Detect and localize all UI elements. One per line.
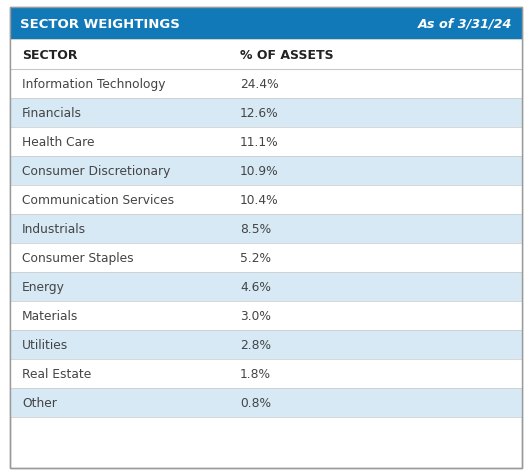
Text: 3.0%: 3.0% — [240, 309, 271, 322]
Text: SECTOR: SECTOR — [22, 49, 78, 61]
Text: Health Care: Health Care — [22, 136, 95, 149]
Text: SECTOR WEIGHTINGS: SECTOR WEIGHTINGS — [20, 18, 180, 30]
Bar — [10, 359, 522, 388]
Bar — [10, 40, 522, 70]
Bar — [10, 157, 522, 186]
Text: 10.4%: 10.4% — [240, 194, 279, 207]
Text: Utilities: Utilities — [22, 338, 68, 351]
Text: As of 3/31/24: As of 3/31/24 — [418, 18, 512, 30]
Text: 10.9%: 10.9% — [240, 165, 279, 178]
Bar — [10, 186, 522, 215]
Text: Real Estate: Real Estate — [22, 367, 92, 380]
Bar — [10, 244, 522, 272]
Text: 24.4%: 24.4% — [240, 78, 279, 91]
Text: Financials: Financials — [22, 107, 82, 120]
Bar — [10, 301, 522, 330]
Text: 12.6%: 12.6% — [240, 107, 279, 120]
Bar — [10, 70, 522, 99]
Text: Other: Other — [22, 396, 57, 409]
Text: 1.8%: 1.8% — [240, 367, 271, 380]
Text: 2.8%: 2.8% — [240, 338, 271, 351]
Bar — [10, 8, 522, 40]
Text: Materials: Materials — [22, 309, 78, 322]
Text: Consumer Staples: Consumer Staples — [22, 251, 134, 265]
Bar — [10, 215, 522, 244]
Bar — [10, 99, 522, 128]
Text: % OF ASSETS: % OF ASSETS — [240, 49, 334, 61]
Text: 0.8%: 0.8% — [240, 396, 271, 409]
Text: 11.1%: 11.1% — [240, 136, 279, 149]
Text: Information Technology: Information Technology — [22, 78, 165, 91]
Bar — [10, 128, 522, 157]
Text: Industrials: Industrials — [22, 223, 86, 236]
Bar — [10, 388, 522, 417]
Text: 8.5%: 8.5% — [240, 223, 271, 236]
Text: Communication Services: Communication Services — [22, 194, 174, 207]
Text: Energy: Energy — [22, 280, 65, 293]
Text: 5.2%: 5.2% — [240, 251, 271, 265]
Bar — [10, 330, 522, 359]
Text: 4.6%: 4.6% — [240, 280, 271, 293]
Text: Consumer Discretionary: Consumer Discretionary — [22, 165, 170, 178]
Bar — [10, 272, 522, 301]
